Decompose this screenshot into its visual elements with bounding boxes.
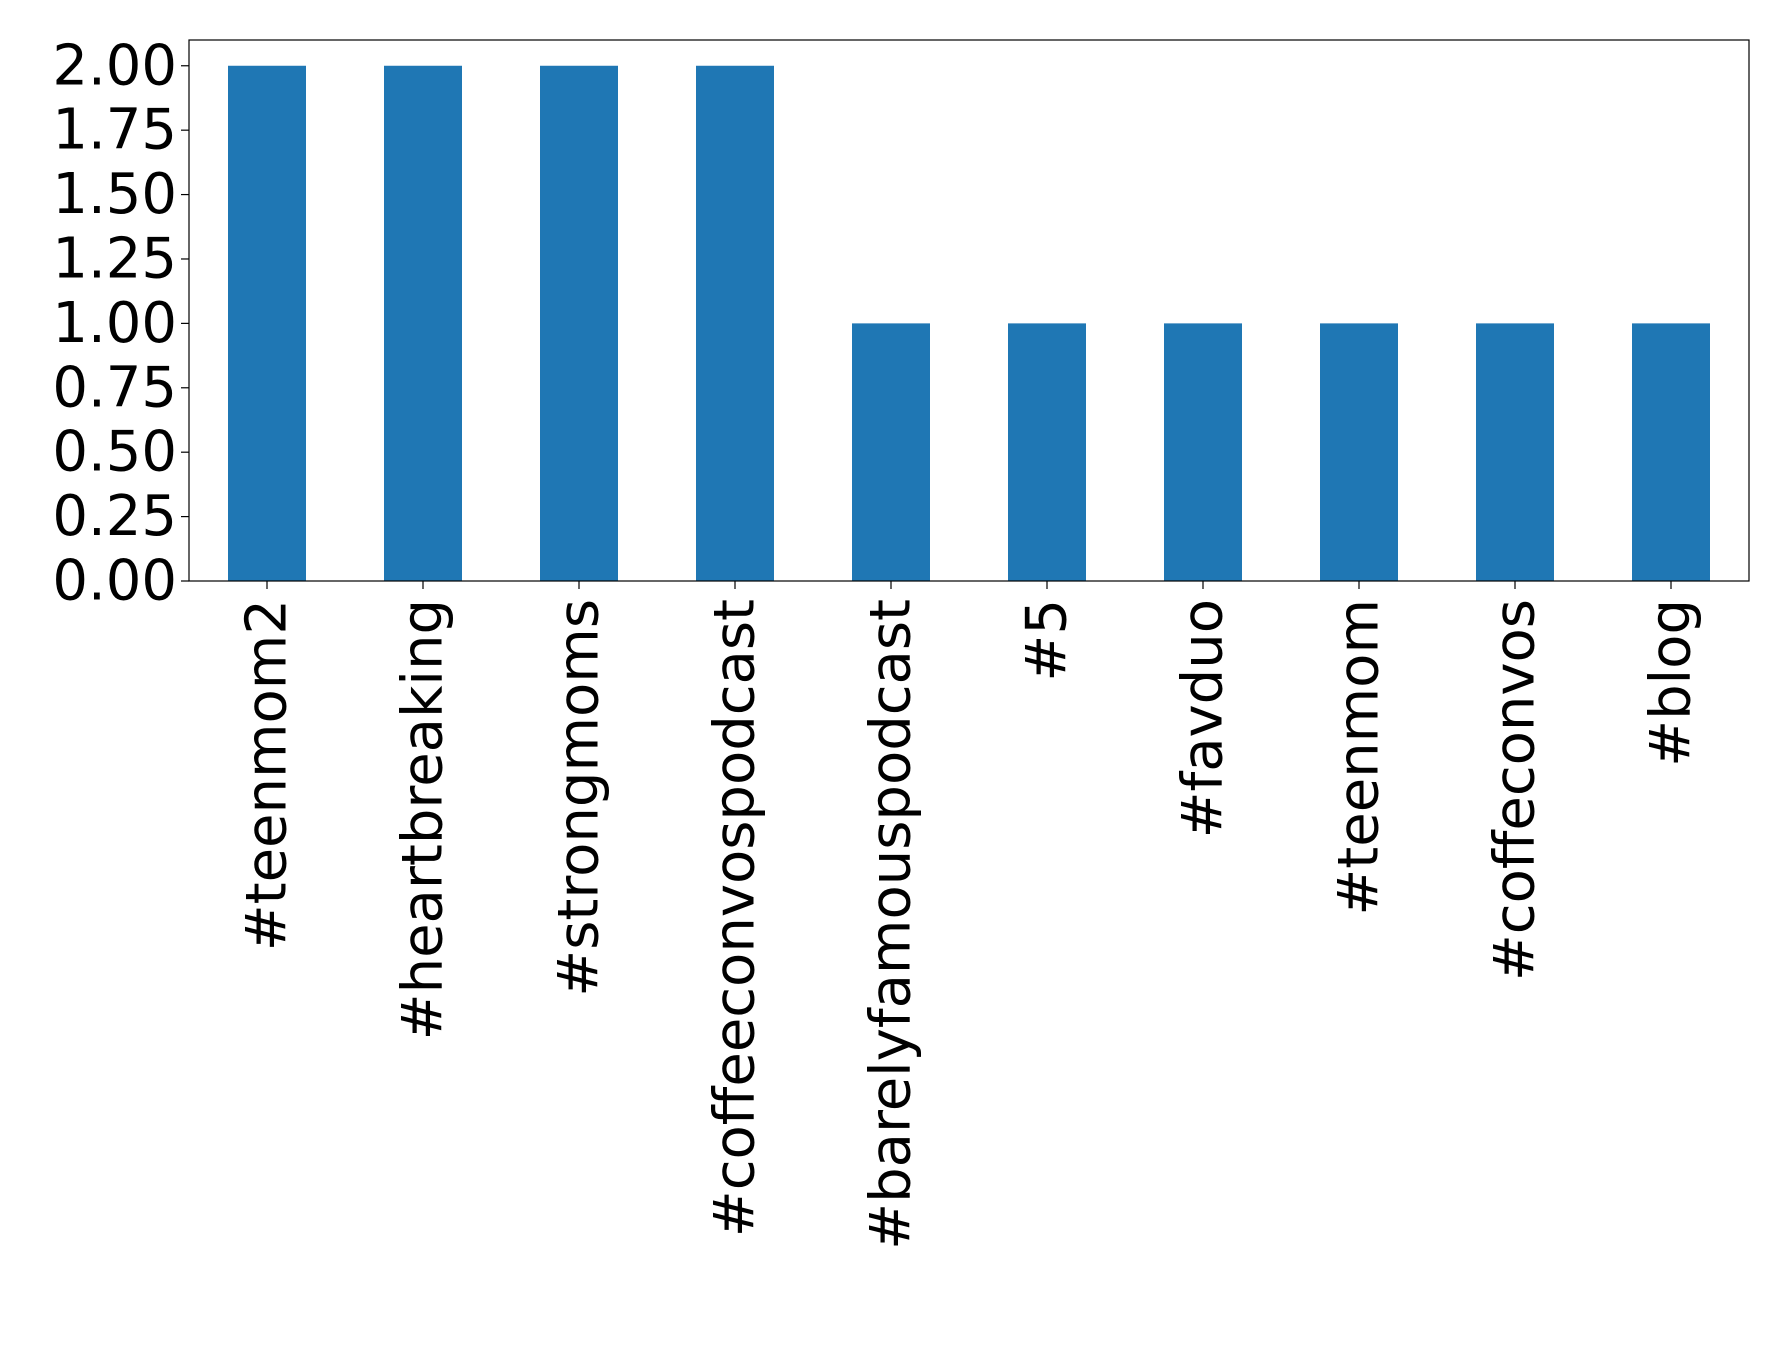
bar xyxy=(384,65,462,581)
bar xyxy=(1320,323,1398,581)
y-tick-label: 1.25 xyxy=(52,226,177,291)
x-tick-label: #strongmoms xyxy=(547,599,612,997)
bar xyxy=(1476,323,1554,581)
x-tick-label: #teenmom2 xyxy=(235,599,300,951)
y-tick-label: 2.00 xyxy=(52,33,177,98)
x-tick-label: #favduo xyxy=(1171,599,1236,838)
bar xyxy=(228,65,306,581)
x-tick-label: #barelyfamouspodcast xyxy=(859,599,924,1250)
bar xyxy=(1632,323,1710,581)
bar xyxy=(1164,323,1242,581)
x-tick-label: #5 xyxy=(1015,599,1080,682)
x-tick-label: #teenmom xyxy=(1327,599,1392,916)
bar xyxy=(540,65,618,581)
x-tick-label: #coffeconvos xyxy=(1483,599,1548,981)
y-tick-label: 1.75 xyxy=(52,98,177,163)
y-tick-label: 0.50 xyxy=(52,420,177,485)
plot-frame xyxy=(188,39,1750,582)
y-tick-label: 0.25 xyxy=(52,484,177,549)
bar xyxy=(852,323,930,581)
x-tick-label: #heartbreaking xyxy=(391,599,456,1040)
x-tick-label: #blog xyxy=(1639,599,1704,767)
y-tick-label: 1.00 xyxy=(52,291,177,356)
x-tick-label: #coffeeconvospodcast xyxy=(703,599,768,1237)
bar xyxy=(1008,323,1086,581)
y-tick-label: 0.00 xyxy=(52,549,177,614)
y-tick-label: 0.75 xyxy=(52,355,177,420)
bar xyxy=(696,65,774,581)
y-tick-label: 1.50 xyxy=(52,162,177,227)
